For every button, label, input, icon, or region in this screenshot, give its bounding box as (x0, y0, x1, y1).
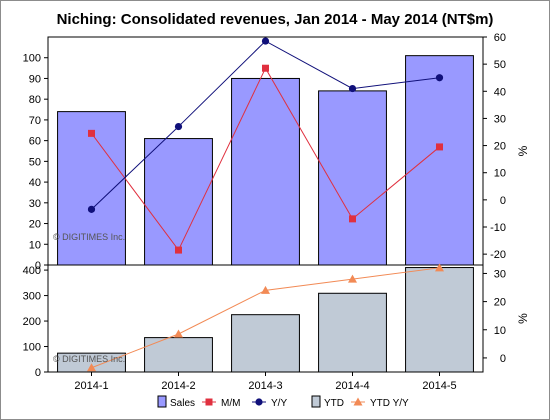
ytd-bar (144, 337, 213, 373)
left-axis-tick-label: 100 (23, 53, 41, 65)
left-axis-tick-label: 100 (23, 342, 41, 354)
ytd-y-y-point (435, 263, 444, 272)
y-y-point (348, 84, 357, 93)
ytd-y-y-point (261, 285, 270, 294)
left-axis-tick-label: 0 (35, 260, 41, 272)
legend-ytd-y-y-marker (353, 397, 363, 406)
legend-y-y-marker (255, 398, 263, 406)
sales-bar (405, 55, 474, 266)
left-axis-tick-label: 30 (29, 198, 41, 210)
y-y-point (435, 74, 444, 82)
left-axis-tick-label: 70 (29, 115, 41, 127)
left-axis-tick-label: 50 (29, 156, 41, 168)
m-m-point (88, 129, 95, 137)
legend-y-y-label: Y/Y (271, 398, 287, 409)
x-axis-tick-label: 2014-3 (248, 380, 282, 392)
watermark: © DIGITIMES Inc. (53, 354, 125, 364)
legend-m-m-label: M/M (221, 398, 240, 409)
chart-title: Niching: Consolidated revenues, Jan 2014… (56, 11, 494, 28)
y-y-point (174, 122, 183, 131)
y-y-point (261, 37, 270, 45)
left-axis-tick-label: 80 (29, 94, 41, 106)
y-y-point (87, 205, 96, 213)
left-axis-tick-label: 90 (29, 73, 41, 85)
sales-bar (231, 77, 300, 266)
ytd-y-y-point (348, 274, 357, 283)
legend-sales-swatch (157, 395, 167, 408)
x-axis-tick-label: 2014-5 (422, 380, 456, 392)
right-axis-tick-label: -10 (490, 222, 506, 234)
ytd-bar (405, 267, 474, 373)
right-axis-tick-label: 10 (494, 168, 506, 180)
x-axis-tick-label: 2014-2 (161, 380, 195, 392)
right-axis-tick-label: 50 (494, 59, 506, 71)
left-axis-tick-label: 300 (23, 291, 41, 303)
legend-m-m-marker (205, 398, 213, 406)
left-axis-tick-label: 10 (29, 239, 41, 251)
right-axis-tick-label: 20 (494, 141, 506, 153)
legend-ytd-label: YTD (324, 398, 344, 409)
left-axis-tick-label: 40 (29, 177, 41, 189)
right-axis-tick-label: 0 (500, 353, 506, 365)
m-m-point (436, 143, 443, 151)
right-axis-tick-label: 20 (494, 297, 506, 309)
right-axis-tick-label: 30 (494, 113, 506, 125)
x-axis-tick-label: 2014-4 (335, 380, 369, 392)
right-axis-tick-label: -20 (490, 249, 506, 261)
sales-bar (144, 138, 213, 266)
m-m-point (262, 64, 269, 72)
right-axis-label: % (516, 145, 530, 156)
m-m-point (175, 246, 182, 254)
left-axis-tick-label: 0 (35, 367, 41, 379)
left-axis-tick-label: 400 (23, 265, 41, 277)
right-axis-tick-label: 10 (494, 325, 506, 337)
left-axis-tick-label: 20 (29, 219, 41, 231)
left-axis-tick-label: 60 (29, 136, 41, 148)
ytd-y-y-point (87, 363, 96, 372)
right-axis-label: % (516, 313, 530, 324)
x-axis-tick-label: 2014-1 (74, 380, 108, 392)
right-axis-tick-label: 40 (494, 86, 506, 98)
left-axis-tick-label: 200 (23, 316, 41, 328)
m-m-point (349, 215, 356, 223)
legend-ytd-swatch (311, 395, 321, 408)
legend-sales-label: Sales (170, 398, 195, 409)
legend-ytd-y-y-label: YTD Y/Y (370, 398, 409, 409)
watermark: © DIGITIMES Inc. (53, 232, 125, 242)
ytd-bar (318, 292, 387, 373)
right-axis-tick-label: 0 (500, 195, 506, 207)
sales-bar (318, 90, 387, 266)
ytd-y-y-point (174, 329, 183, 338)
right-axis-tick-label: 60 (494, 32, 506, 44)
right-axis-tick-label: 30 (494, 268, 506, 280)
ytd-bar (231, 314, 300, 373)
